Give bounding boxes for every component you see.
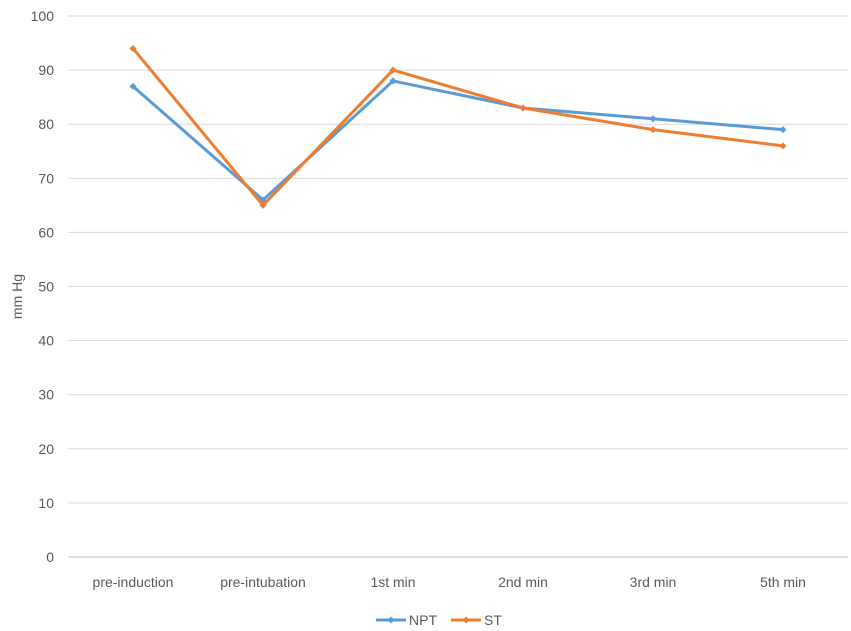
- data-point: [649, 115, 657, 123]
- y-tick-label: 30: [38, 387, 54, 403]
- data-point: [259, 201, 267, 209]
- y-tick-label: 100: [31, 8, 55, 24]
- x-tick-label: 3rd min: [630, 574, 677, 590]
- series-npt: [129, 77, 787, 204]
- y-axis-title: mm Hg: [9, 274, 25, 319]
- x-axis-tick-labels: pre-induction pre-intubation 1st min 2nd mi…: [93, 574, 806, 590]
- data-point: [389, 66, 397, 74]
- legend-item-npt: NPT: [376, 612, 437, 628]
- legend-marker: [387, 616, 395, 624]
- y-tick-label: 50: [38, 279, 54, 295]
- x-tick-label: 2nd min: [498, 574, 548, 590]
- legend-label: NPT: [409, 612, 437, 628]
- data-series: [129, 44, 787, 209]
- y-tick-label: 0: [46, 549, 54, 565]
- legend-label: ST: [484, 612, 502, 628]
- legend-marker: [462, 616, 470, 624]
- series-line: [131, 79, 785, 202]
- data-point: [129, 82, 137, 90]
- data-point: [129, 44, 137, 52]
- series-st: [129, 44, 787, 209]
- data-point: [779, 126, 787, 134]
- y-tick-label: 80: [38, 116, 54, 132]
- y-tick-label: 20: [38, 441, 54, 457]
- y-tick-label: 60: [38, 224, 54, 240]
- x-tick-label: pre-induction: [93, 574, 174, 590]
- data-point: [519, 104, 527, 112]
- gridlines: [68, 15, 848, 558]
- legend-item-st: ST: [451, 612, 502, 628]
- y-tick-label: 70: [38, 170, 54, 186]
- y-tick-label: 10: [38, 495, 54, 511]
- y-axis-tick-labels: 0 10 20 30 40 50 60 70 80 90 100: [31, 8, 55, 565]
- x-tick-label: 1st min: [370, 574, 415, 590]
- y-tick-label: 40: [38, 333, 54, 349]
- y-tick-label: 90: [38, 62, 54, 78]
- series-line: [131, 46, 785, 207]
- x-tick-label: 5th min: [760, 574, 806, 590]
- x-tick-label: pre-intubation: [220, 574, 306, 590]
- legend: NPT ST: [376, 612, 502, 628]
- data-point: [649, 126, 657, 134]
- data-point: [779, 142, 787, 150]
- data-point: [389, 77, 397, 85]
